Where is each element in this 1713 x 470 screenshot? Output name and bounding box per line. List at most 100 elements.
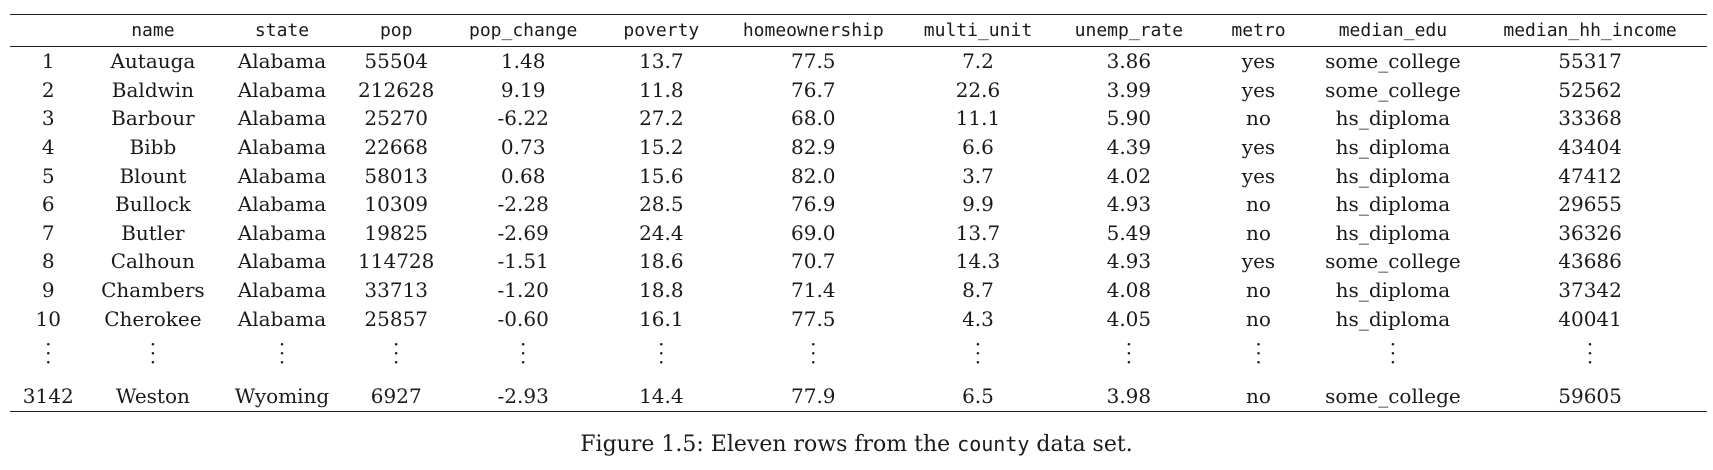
header-cell-poverty: poverty xyxy=(623,20,700,41)
vertical-ellipsis-icon: · · · xyxy=(393,331,400,374)
table-cell: 8 xyxy=(41,249,55,274)
table-cell: 15.6 xyxy=(639,163,684,188)
table-row: 5 Blount Alabama 58013 0.68 15.6 82.0 3.7 4.02 ye… xyxy=(10,161,1707,190)
table-row: 3142 Weston Wyoming 6927 -2.93 14.4 77.9 6.5 3.9… xyxy=(10,381,1707,412)
header-cell-pop: pop xyxy=(379,20,413,41)
table-cell: Barbour xyxy=(111,106,195,131)
table-cell: hs_diploma xyxy=(1335,306,1451,331)
caption-suffix: data set. xyxy=(1029,432,1133,457)
table-cell: 6927 xyxy=(370,383,422,408)
table-cell: 7.2 xyxy=(962,49,994,74)
table-cell: 82.9 xyxy=(791,135,836,160)
table-cell: 58013 xyxy=(364,163,429,188)
table-cell: 3.86 xyxy=(1106,49,1152,74)
table-cell: 4 xyxy=(41,135,55,160)
table-row: 8 Calhoun Alabama 114728 -1.51 18.6 70.7 14.3 4.… xyxy=(10,247,1707,276)
header-cell-index xyxy=(10,15,87,47)
table-cell: 43686 xyxy=(1558,249,1622,274)
table-row: 7 Butler Alabama 19825 -2.69 24.4 69.0 13.7 5.49… xyxy=(10,219,1707,248)
table-cell: no xyxy=(1246,278,1271,303)
ellipsis-row: · · · · · · · · · · · · · · · · · · · · · · · · · · · · · · · · · · · · xyxy=(10,333,1707,381)
table-cell: Alabama xyxy=(237,249,327,274)
table-row: 2 Baldwin Alabama 212628 9.19 11.8 76.7 22.6 3.9… xyxy=(10,76,1707,105)
table-cell: 37342 xyxy=(1558,278,1622,303)
table-cell: 18.6 xyxy=(639,249,684,274)
table-cell: 10 xyxy=(35,306,61,331)
header-cell-unemp-rate: unemp_rate xyxy=(1074,20,1184,41)
table-cell: -1.20 xyxy=(497,278,549,303)
table-cell: 22668 xyxy=(364,135,429,160)
vertical-ellipsis-icon: · · · xyxy=(149,331,157,374)
table-cell: -2.93 xyxy=(497,383,549,408)
vertical-ellipsis-icon: · · · xyxy=(1586,331,1594,374)
table-row: 1 Autauga Alabama 55504 1.48 13.7 77.5 7.2 3.86 y… xyxy=(10,47,1707,76)
table-cell: 36326 xyxy=(1558,220,1622,245)
table-cell: 3 xyxy=(41,106,55,131)
table-cell: 70.7 xyxy=(791,249,836,274)
vertical-ellipsis-icon: · · · xyxy=(658,331,665,374)
table-header-row: name state pop pop_change poverty homeownersh… xyxy=(10,14,1707,47)
table-cell: 4.3 xyxy=(962,306,994,331)
table-cell: Blount xyxy=(119,163,187,188)
table-cell: 14.3 xyxy=(955,249,1001,274)
table-row: 6 Bullock Alabama 10309 -2.28 28.5 76.9 9.9 4.93… xyxy=(10,190,1707,219)
table-cell: Bibb xyxy=(129,135,177,160)
table-cell: 52562 xyxy=(1558,77,1622,102)
table-cell: some_college xyxy=(1325,77,1461,102)
table-row: 4 Bibb Alabama 22668 0.73 15.2 82.9 6.6 4.39 yes h… xyxy=(10,133,1707,162)
table-cell: 22.6 xyxy=(955,77,1001,102)
table-cell: 13.7 xyxy=(639,49,684,74)
table-cell: 55504 xyxy=(364,49,429,74)
vertical-ellipsis-icon: · · · xyxy=(810,331,817,374)
table-cell: Autauga xyxy=(110,49,196,74)
table-cell: yes xyxy=(1241,77,1276,102)
table-cell: Alabama xyxy=(237,135,327,160)
table-cell: 6.6 xyxy=(962,135,994,160)
table-cell: 3.98 xyxy=(1106,383,1152,408)
table-cell: yes xyxy=(1241,135,1276,160)
table-cell: Bullock xyxy=(115,192,191,217)
table-cell: -1.51 xyxy=(497,249,549,274)
table-cell: 4.05 xyxy=(1106,306,1152,331)
header-cell-pop-change: pop_change xyxy=(469,20,578,41)
table-cell: -6.22 xyxy=(497,106,549,131)
table-row: 9 Chambers Alabama 33713 -1.20 18.8 71.4 8.7 4.0… xyxy=(10,276,1707,305)
header-cell-metro: metro xyxy=(1231,20,1286,41)
table-cell: 6.5 xyxy=(962,383,994,408)
table-cell: hs_diploma xyxy=(1335,135,1451,160)
table-cell: yes xyxy=(1241,49,1276,74)
county-data-table: name state pop pop_change poverty homeownersh… xyxy=(10,14,1707,412)
table-cell: 11.1 xyxy=(955,106,1001,131)
table-cell: 77.5 xyxy=(791,306,836,331)
table-cell: 33368 xyxy=(1558,106,1622,131)
table-cell: 40041 xyxy=(1558,306,1622,331)
table-cell: 3.7 xyxy=(962,163,994,188)
table-cell: 5.49 xyxy=(1106,220,1152,245)
table-cell: Baldwin xyxy=(111,77,195,102)
table-cell: 13.7 xyxy=(955,220,1001,245)
table-cell: some_college xyxy=(1325,249,1461,274)
table-cell: 69.0 xyxy=(791,220,836,245)
figure-caption: Figure 1.5: Eleven rows from the county … xyxy=(0,432,1713,457)
vertical-ellipsis-icon: · · · xyxy=(278,331,286,374)
table-cell: 3142 xyxy=(22,383,74,408)
table-cell: 71.4 xyxy=(791,278,836,303)
table-cell: 4.08 xyxy=(1106,278,1152,303)
header-cell-median-edu: median_edu xyxy=(1338,20,1448,41)
table-cell: hs_diploma xyxy=(1335,220,1451,245)
caption-prefix: Figure 1.5: Eleven rows from the xyxy=(580,432,958,457)
table-cell: 77.5 xyxy=(791,49,836,74)
table-cell: 4.93 xyxy=(1106,192,1152,217)
table-cell: 29655 xyxy=(1558,192,1622,217)
table-cell: 3.99 xyxy=(1106,77,1152,102)
table-cell: hs_diploma xyxy=(1335,192,1451,217)
table-cell: 5 xyxy=(41,163,55,188)
table-cell: no xyxy=(1246,220,1271,245)
table-cell: 2 xyxy=(41,77,55,102)
vertical-ellipsis-icon: · · · xyxy=(1255,331,1262,374)
vertical-ellipsis-icon: · · · xyxy=(1389,331,1397,374)
table-row: 3 Barbour Alabama 25270 -6.22 27.2 68.0 11.1 5.9… xyxy=(10,104,1707,133)
table-row: 10 Cherokee Alabama 25857 -0.60 16.1 77.5 4.3 4.… xyxy=(10,304,1707,333)
table-cell: Alabama xyxy=(237,220,327,245)
table-cell: 0.68 xyxy=(500,163,546,188)
